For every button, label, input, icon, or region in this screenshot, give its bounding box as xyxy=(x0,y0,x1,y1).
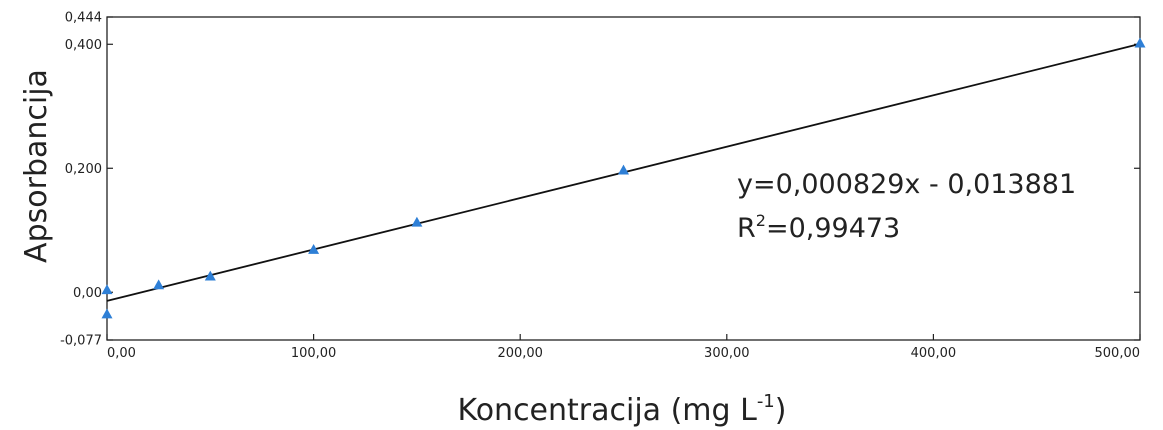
x-tick-label: 0,00 xyxy=(107,346,136,361)
y-axis-title: Apsorbancija xyxy=(19,69,54,263)
r-squared-superscript: 2 xyxy=(756,211,766,230)
y-tick-label: 0,00 xyxy=(73,286,102,301)
y-tick-label: 0,444 xyxy=(65,11,102,26)
x-tick-label: 400,00 xyxy=(911,346,957,361)
data-point xyxy=(153,279,165,290)
data-point xyxy=(1134,37,1146,48)
x-axis-title-suffix: ) xyxy=(775,393,787,428)
y-tick-label: -0,077 xyxy=(60,334,102,349)
data-point xyxy=(618,164,629,175)
y-tick-label: 0,400 xyxy=(65,38,102,53)
trendline-equation: y=0,000829x - 0,013881 xyxy=(737,169,1076,200)
x-axis-title: Koncentracija (mg L-1) xyxy=(458,391,787,428)
y-tick-label: 0,200 xyxy=(65,162,102,177)
x-tick-label: 300,00 xyxy=(704,346,750,361)
data-point xyxy=(204,270,216,281)
data-point xyxy=(101,308,113,319)
x-axis-title-main: Koncentracija (mg L xyxy=(458,393,758,428)
data-point xyxy=(411,216,423,227)
x-tick-label: 200,00 xyxy=(497,346,543,361)
data-point xyxy=(308,243,320,254)
r-squared-letter: R xyxy=(737,213,756,244)
plot-frame xyxy=(106,16,1141,341)
x-tick-label: 500,00 xyxy=(1095,346,1141,361)
r-squared-label: R2=0,99473 xyxy=(737,211,900,244)
plot-area-border xyxy=(106,16,1141,341)
x-tick-label: 100,00 xyxy=(291,346,337,361)
r-squared-value: =0,99473 xyxy=(766,213,900,244)
data-points xyxy=(101,37,1146,319)
x-axis-title-superscript: -1 xyxy=(757,391,775,412)
data-point xyxy=(101,284,113,295)
x-axis: 0,00 100,00 200,00 300,00 400,00 500,00 xyxy=(106,334,1141,361)
